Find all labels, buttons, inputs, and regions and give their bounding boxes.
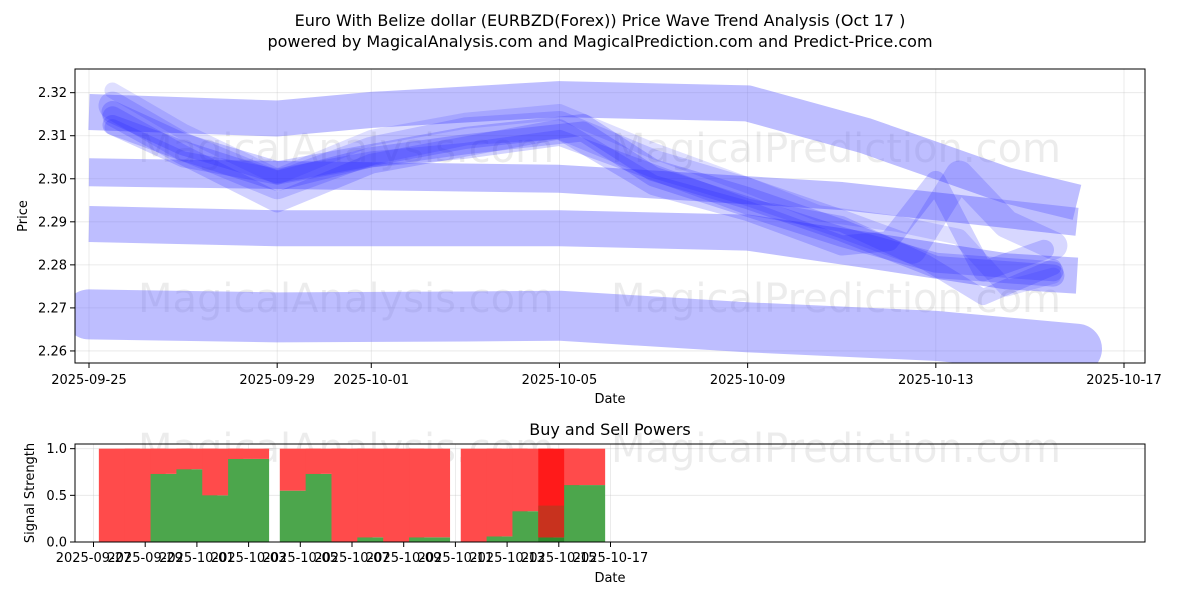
power-x-tick-label: 2025-10-03 <box>211 551 287 566</box>
power-x-tick-label: 2025-10-15 <box>521 551 597 566</box>
power-x-tick-label: 2025-10-11 <box>418 551 494 566</box>
power-y-ticks: 0.0 0.5 1.0 <box>46 442 75 551</box>
price-series-wave-2 <box>102 115 1064 282</box>
power-x-tick-label: 2025-10-05 <box>263 551 339 566</box>
price-series-upper-band <box>88 81 1082 220</box>
chart-title: Euro With Belize dollar (EURBZD(Forex)) … <box>295 11 906 30</box>
price-x-tick-label: 2025-10-01 <box>333 373 409 388</box>
price-plot-frame <box>74 68 1146 364</box>
price-x-tick-label: 2025-10-13 <box>898 373 974 388</box>
price-x-tick-label: 2025-09-25 <box>51 373 127 388</box>
power-x-tick-label: 2025-10-07 <box>314 551 390 566</box>
power-x-tick-label: 2025-10-17 <box>573 551 649 566</box>
buy-bar-2025-10-03 <box>228 458 270 542</box>
power-x-tick-label: 2025-10-09 <box>366 551 442 566</box>
watermark-prediction-bottom: MagicalPrediction.com <box>611 426 1061 472</box>
price-y-axis-label: Price <box>16 200 31 232</box>
price-x-tick-label: 2025-10-09 <box>710 373 786 388</box>
price-series-wave-1 <box>101 101 1065 287</box>
watermarks-top: MagicalAnalysis.com MagicalPrediction.co… <box>138 126 1061 322</box>
power-y-axis-label: Signal Strength <box>23 443 38 543</box>
buy-bar-2025-10-15 <box>538 537 580 542</box>
sell-bar-2025-10-03 <box>228 448 270 459</box>
price-series-wave-5 <box>104 82 1062 297</box>
buy-bar-2025-10-16 <box>564 485 606 542</box>
watermark-prediction-mid: MagicalPrediction.com <box>611 276 1061 322</box>
price-y-tick-label: 2.29 <box>38 215 67 230</box>
price-series-bottom-band <box>75 289 1102 363</box>
watermark-analysis-top: MagicalAnalysis.com <box>138 126 554 172</box>
power-x-tick-label: 2025-09-29 <box>107 551 183 566</box>
price-y-tick-label: 2.30 <box>38 172 67 187</box>
sell-bar-2025-10-16 <box>564 448 606 486</box>
price-x-tick-label: 2025-10-17 <box>1086 373 1162 388</box>
price-series-wave-6 <box>104 119 1062 306</box>
power-x-axis-label: Date <box>594 571 625 586</box>
power-y-tick-label: 0.0 <box>46 536 67 551</box>
price-x-tick-label: 2025-10-05 <box>522 373 598 388</box>
power-y-tick-label: 1.0 <box>46 442 67 457</box>
power-bars <box>98 448 606 542</box>
price-x-tick-label: 2025-09-29 <box>239 373 315 388</box>
power-x-ticks: 2025-09-272025-09-292025-10-012025-10-03… <box>56 542 649 566</box>
price-y-tick-label: 2.26 <box>38 344 67 359</box>
price-y-ticks: 2.26 2.27 2.28 2.29 2.30 2.31 2.32 <box>38 86 75 359</box>
price-grid <box>75 69 1145 363</box>
sell-bar-2025-10-10 <box>409 448 451 538</box>
watermark-prediction-top: MagicalPrediction.com <box>611 126 1061 172</box>
price-y-tick-label: 2.32 <box>38 86 67 101</box>
power-chart-title: Buy and Sell Powers <box>529 420 691 439</box>
power-x-tick-label: 2025-09-27 <box>56 551 132 566</box>
price-x-ticks: 2025-09-25 2025-09-29 2025-10-01 2025-10-05… <box>51 363 1162 388</box>
price-y-tick-label: 2.27 <box>38 301 67 316</box>
price-x-axis-label: Date <box>594 392 625 407</box>
chart-subtitle: powered by MagicalAnalysis.com and Magic… <box>267 32 932 51</box>
price-series-main-trend <box>88 158 1079 236</box>
price-y-tick-label: 2.31 <box>38 129 67 144</box>
price-series-lower-wave-band <box>88 206 1079 294</box>
buy-bar-2025-10-08 <box>357 537 399 542</box>
price-series-wave-4 <box>102 106 1054 282</box>
power-y-tick-label: 0.5 <box>46 489 67 504</box>
watermark-analysis-mid: MagicalAnalysis.com <box>138 276 554 322</box>
buy-bar-2025-10-10 <box>409 537 451 542</box>
price-series-wave-3 <box>98 91 1068 264</box>
buy-bar-2025-10-13 <box>486 536 528 542</box>
price-y-tick-label: 2.28 <box>38 258 67 273</box>
power-x-tick-label: 2025-10-01 <box>159 551 235 566</box>
price-waves <box>75 81 1102 363</box>
power-x-tick-label: 2025-10-13 <box>469 551 545 566</box>
